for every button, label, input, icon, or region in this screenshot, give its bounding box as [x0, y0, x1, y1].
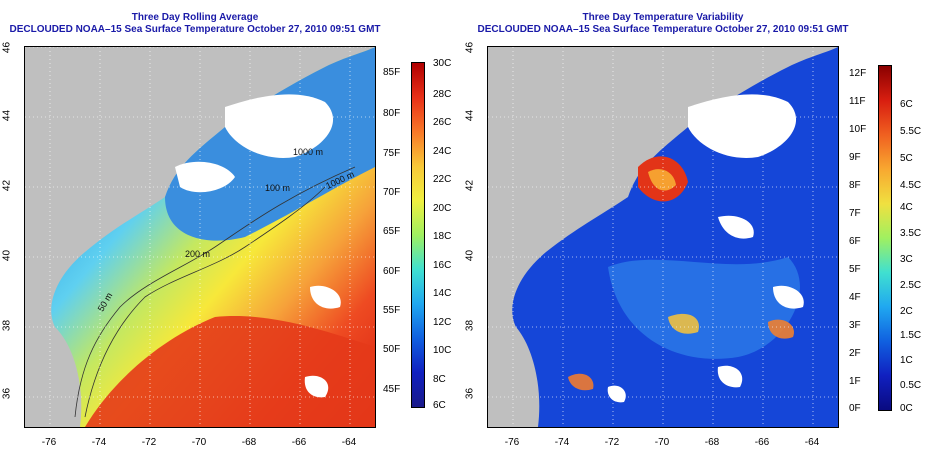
x-tick-label: -68	[704, 437, 720, 448]
variability-colorbar	[878, 65, 892, 411]
celsius-label: 20C	[433, 203, 452, 214]
celsius-label: 4C	[900, 202, 913, 213]
fahrenheit-label: 10F	[849, 124, 867, 135]
fahrenheit-label: 55F	[383, 305, 401, 316]
y-tick-label: 46	[464, 41, 476, 54]
sst-average-image	[25, 47, 375, 427]
x-tick-label: -72	[604, 437, 620, 448]
y-tick-label: 36	[1, 387, 13, 400]
y-tick-label: 40	[1, 249, 13, 262]
celsius-label: 6C	[900, 99, 913, 110]
celsius-label: 28C	[433, 89, 452, 100]
fahrenheit-label: 8F	[849, 180, 861, 191]
contour-label: 100 m	[265, 183, 291, 193]
celsius-label: 4.5C	[900, 180, 922, 191]
sst-variability-map	[487, 46, 839, 428]
fahrenheit-label: 3F	[849, 320, 861, 331]
celsius-label: 22C	[433, 174, 452, 185]
x-tick-label: -72	[141, 437, 157, 448]
fahrenheit-label: 80F	[383, 108, 401, 119]
temperature-colorbar	[411, 62, 425, 408]
celsius-label: 14C	[433, 288, 452, 299]
fahrenheit-label: 65F	[383, 226, 401, 237]
celsius-label: 18C	[433, 231, 452, 242]
contour-label: 200 m	[185, 249, 211, 259]
y-tick-label: 42	[464, 179, 476, 192]
x-tick-label: -76	[41, 437, 57, 448]
x-tick-label: -68	[241, 437, 257, 448]
sst-variability-image	[488, 47, 838, 427]
celsius-label: 1.5C	[900, 330, 922, 341]
y-tick-label: 44	[464, 109, 476, 122]
y-tick-label: 46	[1, 41, 13, 54]
fahrenheit-label: 0F	[849, 403, 861, 414]
celsius-label: 2C	[900, 306, 913, 317]
celsius-label: 5.5C	[900, 126, 922, 137]
y-tick-label: 36	[464, 387, 476, 400]
fahrenheit-label: 11F	[849, 96, 866, 107]
x-tick-label: -66	[291, 437, 307, 448]
fahrenheit-label: 4F	[849, 292, 861, 303]
fahrenheit-label: 70F	[383, 187, 401, 198]
celsius-label: 3.5C	[900, 228, 922, 239]
panel-subtitle: DECLOUDED NOAA–15 Sea Surface Temperatur…	[9, 24, 381, 35]
celsius-label: 6C	[433, 400, 446, 411]
celsius-label: 30C	[433, 58, 452, 69]
sst-variability-panel: Three Day Temperature Variability DECLOU…	[463, 0, 950, 475]
x-tick-label: -66	[754, 437, 770, 448]
celsius-label: 0C	[900, 403, 913, 414]
sst-average-map: 1000 m 100 m 200 m 50 m 1000 m	[24, 46, 376, 428]
fahrenheit-label: 1F	[849, 376, 861, 387]
celsius-label: 16C	[433, 260, 452, 271]
fahrenheit-label: 9F	[849, 152, 861, 163]
celsius-label: 12C	[433, 317, 452, 328]
panel-subtitle: DECLOUDED NOAA–15 Sea Surface Temperatur…	[477, 24, 849, 35]
fahrenheit-label: 45F	[383, 384, 401, 395]
celsius-label: 5C	[900, 153, 913, 164]
x-tick-label: -70	[191, 437, 207, 448]
celsius-label: 26C	[433, 117, 452, 128]
celsius-label: 10C	[433, 345, 452, 356]
fahrenheit-label: 12F	[849, 68, 867, 79]
fahrenheit-label: 6F	[849, 236, 861, 247]
y-tick-label: 44	[1, 109, 13, 122]
contour-label: 1000 m	[293, 147, 324, 157]
x-tick-label: -74	[91, 437, 107, 448]
x-tick-label: -64	[804, 437, 820, 448]
x-tick-label: -74	[554, 437, 570, 448]
x-tick-label: -70	[654, 437, 670, 448]
celsius-label: 0.5C	[900, 380, 922, 391]
y-tick-label: 38	[1, 319, 13, 332]
celsius-label: 3C	[900, 254, 913, 265]
fahrenheit-label: 60F	[383, 266, 401, 277]
panel-title: Three Day Temperature Variability	[582, 12, 744, 23]
fahrenheit-label: 5F	[849, 264, 861, 275]
sst-average-panel: Three Day Rolling Average DECLOUDED NOAA…	[1, 12, 452, 448]
y-tick-label: 40	[464, 249, 476, 262]
fahrenheit-label: 85F	[383, 67, 401, 78]
celsius-label: 2.5C	[900, 280, 922, 291]
celsius-label: 8C	[433, 374, 446, 385]
celsius-label: 24C	[433, 146, 452, 157]
fahrenheit-label: 50F	[383, 344, 401, 355]
fahrenheit-label: 2F	[849, 348, 861, 359]
x-tick-label: -64	[341, 437, 357, 448]
y-tick-label: 38	[464, 319, 476, 332]
x-tick-label: -76	[504, 437, 520, 448]
fahrenheit-label: 7F	[849, 208, 861, 219]
celsius-label: 1C	[900, 355, 913, 366]
fahrenheit-label: 75F	[383, 148, 401, 159]
y-tick-label: 42	[1, 179, 13, 192]
panel-title: Three Day Rolling Average	[131, 12, 259, 23]
